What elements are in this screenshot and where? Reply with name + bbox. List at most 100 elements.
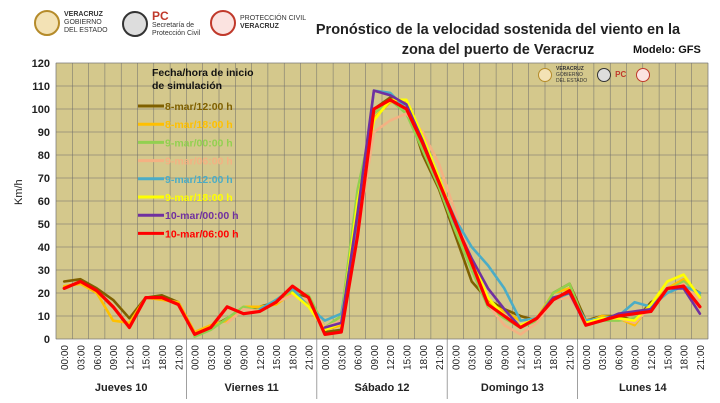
grid <box>55 62 709 340</box>
x-tick-label: 15:00 <box>533 345 544 370</box>
x-tick-label: 00:00 <box>582 345 593 370</box>
x-tick-label: 21:00 <box>305 345 316 370</box>
logo-line: VERACRUZ <box>240 23 279 30</box>
x-tick-label: 03:00 <box>76 345 87 370</box>
legend-entry: 8-mar/12:00 h <box>165 101 233 113</box>
day-labels: Jueves 10 Viernes 11 Sábado 12 Domingo 13 Lu… <box>95 339 668 399</box>
logo-line: VERACRUZ <box>556 66 584 72</box>
y-axis-label: Km/h <box>13 179 25 205</box>
legend-entry: 9-mar/18:00 h <box>165 192 233 204</box>
x-tick-label: 21:00 <box>174 345 185 370</box>
seal-icon <box>34 10 60 36</box>
y-tick-label: 100 <box>32 104 50 116</box>
x-tick-label: 18:00 <box>419 345 430 370</box>
logo-line: GOBIERNO <box>556 72 583 78</box>
logo-line: GOBIERNO <box>64 19 102 26</box>
x-tick-label: 21:00 <box>696 345 707 370</box>
x-tick-label: 00:00 <box>191 345 202 370</box>
seal-icon <box>122 11 148 37</box>
x-tick-label: 00:00 <box>321 345 332 370</box>
logo-line: Protección Civil <box>152 30 201 37</box>
title-line-1: Pronóstico de la velocidad sostenida del… <box>315 22 681 38</box>
x-tick-label: 00:00 <box>60 345 71 370</box>
series-line <box>258 89 702 322</box>
y-tick-label: 120 <box>32 58 50 70</box>
legend-entry: 8-mar/18:00 h <box>165 119 233 131</box>
x-tick-label: 15:00 <box>663 345 674 370</box>
proteccion-civil-logo-small: PC <box>597 68 626 82</box>
y-tick-label: 30 <box>38 265 50 277</box>
seal-icon <box>210 10 236 36</box>
seal-icon <box>538 68 552 82</box>
x-axis: 00:00 03:00 06:00 09:00 12:00 15:00 18:00 21:00… <box>60 345 707 370</box>
x-tick-label: 06:00 <box>614 345 625 370</box>
plot-logos: VERACRUZ GOBIERNO DEL ESTADO PC <box>538 66 651 84</box>
day-label: Lunes 14 <box>619 382 668 394</box>
legend-title: de simulación <box>152 80 222 92</box>
y-axis: 0 10 20 30 40 50 60 70 80 90 100 110 120 <box>32 58 50 346</box>
x-tick-label: 06:00 <box>93 345 104 370</box>
day-label: Viernes 11 <box>224 382 278 394</box>
x-tick-label: 03:00 <box>468 345 479 370</box>
x-tick-label: 18:00 <box>680 345 691 370</box>
veracruz-gobierno-logo: VERACRUZ GOBIERNO DEL ESTADO <box>34 10 108 36</box>
logo-line: PROTECCIÓN CIVIL <box>240 15 307 22</box>
chart-title: Pronóstico de la velocidad sostenida del… <box>298 20 698 60</box>
x-tick-label: 21:00 <box>565 345 576 370</box>
legend-entry: 10-mar/00:00 h <box>165 210 239 222</box>
y-tick-label: 60 <box>38 196 50 208</box>
y-tick-label: 20 <box>38 288 50 300</box>
x-tick-label: 18:00 <box>288 345 299 370</box>
x-tick-label: 09:00 <box>109 345 120 370</box>
pc-mark: PC <box>615 70 627 79</box>
x-tick-label: 09:00 <box>239 345 250 370</box>
seal-icon <box>636 68 651 82</box>
y-tick-label: 10 <box>38 311 50 323</box>
proteccion-civil-veracruz-logo: PROTECCIÓN CIVIL VERACRUZ <box>210 10 306 36</box>
logo-line: DEL ESTADO <box>64 27 108 34</box>
y-tick-label: 110 <box>32 81 50 93</box>
x-tick-label: 15:00 <box>272 345 283 370</box>
y-tick-label: 80 <box>38 150 50 162</box>
legend-entry: 9-mar/00:00 h <box>165 137 233 149</box>
legend-entry: 10-mar/06:00 h <box>165 228 239 240</box>
proteccion-civil-veracruz-logo-small <box>636 68 651 82</box>
proteccion-civil-logo: PC Secretaría de Protección Civil <box>122 10 200 38</box>
veracruz-gobierno-logo-small: VERACRUZ GOBIERNO DEL ESTADO <box>538 66 587 84</box>
day-label: Domingo 13 <box>481 382 544 394</box>
x-tick-label: 03:00 <box>207 345 218 370</box>
x-tick-label: 18:00 <box>158 345 169 370</box>
legend-entry: 9-mar/12:00 h <box>165 174 233 186</box>
x-tick-label: 03:00 <box>337 345 348 370</box>
series-line <box>323 89 702 329</box>
x-tick-label: 03:00 <box>598 345 609 370</box>
x-tick-label: 12:00 <box>517 345 528 370</box>
x-tick-label: 15:00 <box>402 345 413 370</box>
day-label: Sábado 12 <box>354 382 409 394</box>
seal-icon <box>597 68 612 82</box>
x-tick-label: 21:00 <box>435 345 446 370</box>
series-lines <box>62 89 702 338</box>
x-tick-label: 12:00 <box>125 345 136 370</box>
legend-entry: 9-mar/06:00 h <box>165 156 233 168</box>
logo-line: VERACRUZ <box>64 11 103 18</box>
x-tick-label: 09:00 <box>370 345 381 370</box>
series-line <box>62 98 702 336</box>
x-tick-label: 12:00 <box>256 345 267 370</box>
y-tick-label: 90 <box>38 127 50 139</box>
model-label: Modelo: GFS <box>633 44 701 56</box>
y-tick-label: 70 <box>38 173 50 185</box>
title-line-2: zona del puerto de Veracruz <box>401 42 595 58</box>
x-tick-label: 09:00 <box>500 345 511 370</box>
x-tick-label: 09:00 <box>631 345 642 370</box>
day-label: Jueves 10 <box>95 382 148 394</box>
x-tick-label: 15:00 <box>142 345 153 370</box>
header: VERACRUZ GOBIERNO DEL ESTADO PC Secretar… <box>0 0 720 62</box>
y-tick-label: 40 <box>38 242 50 254</box>
x-tick-label: 06:00 <box>223 345 234 370</box>
x-tick-label: 12:00 <box>386 345 397 370</box>
x-tick-label: 06:00 <box>484 345 495 370</box>
x-tick-label: 00:00 <box>451 345 462 370</box>
x-tick-label: 18:00 <box>549 345 560 370</box>
legend-title: Fecha/hora de inicio <box>152 67 254 79</box>
